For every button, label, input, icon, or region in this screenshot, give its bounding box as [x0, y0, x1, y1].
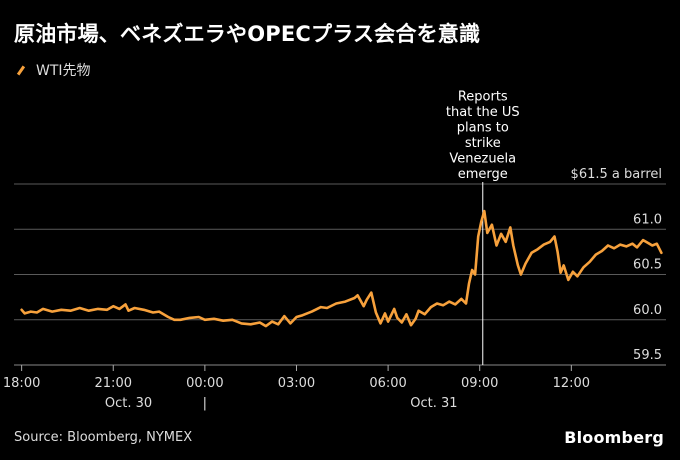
y-tick-label: 61.0: [633, 212, 662, 227]
x-tick-label: 21:00: [95, 376, 132, 391]
x-tick-label: 18:00: [3, 376, 40, 391]
y-tick-label: $61.5 a barrel: [571, 167, 662, 182]
x-tick-label: 06:00: [369, 376, 406, 391]
annotation-text: that the US: [446, 105, 520, 120]
annotation-text: plans to: [457, 121, 509, 136]
page-title: 原油市場、ベネズエラやOPECプラス会合を意識: [14, 22, 481, 46]
annotation-text: Reports: [458, 90, 508, 105]
y-tick-label: 60.5: [633, 258, 662, 273]
annotation-text: emerge: [458, 167, 508, 182]
x-date-label: Oct. 30: [105, 396, 152, 411]
x-tick-label: 12:00: [553, 376, 590, 391]
legend-label: WTI先物: [36, 63, 91, 79]
y-tick-label: 60.0: [633, 303, 662, 318]
x-tick-label: 09:00: [461, 376, 498, 391]
annotation-text: strike: [465, 136, 501, 151]
x-date-label: Oct. 31: [410, 396, 457, 411]
source-note: Source: Bloomberg, NYMEX: [14, 430, 193, 445]
annotation-text: Venezuela: [449, 152, 516, 167]
series-line-wti: [20, 209, 663, 328]
legend: WTI先物: [16, 60, 91, 80]
y-tick-label: 59.5: [633, 348, 662, 363]
x-tick-label: 03:00: [278, 376, 315, 391]
x-tick-label: 00:00: [186, 376, 223, 391]
bloomberg-logo: Bloomberg: [564, 428, 664, 447]
x-date-label: |: [203, 396, 207, 411]
